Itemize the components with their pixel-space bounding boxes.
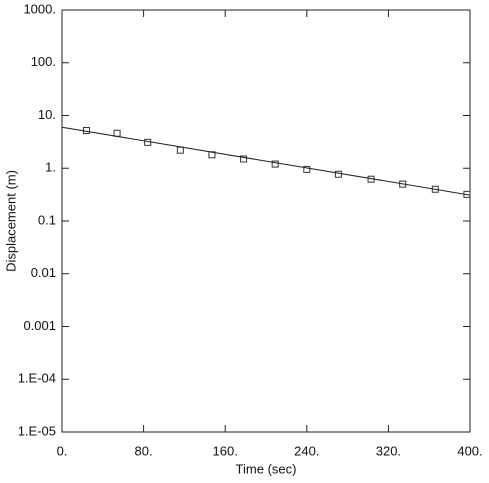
x-tick-label: 240. [294,443,319,458]
x-tick-label: 160. [213,443,238,458]
y-tick-label: 10. [38,107,56,122]
data-point [240,155,248,163]
fit-line [61,126,471,196]
y-tick-label: 1. [45,160,56,175]
data-point [176,146,184,154]
y-axis-label: Displacement (m) [3,170,18,272]
y-tick-label: 1000. [23,1,56,16]
data-point [113,129,121,137]
data-point [303,165,311,173]
data-point [144,138,152,146]
x-tick-label: 80. [135,443,153,458]
y-tick-label: 1.E-05 [18,423,56,438]
x-tick-label: 320. [376,443,401,458]
x-tick-label: 400. [457,443,482,458]
y-tick-label: 100. [31,54,56,69]
plot-frame [61,9,471,433]
y-tick-label: 0.001 [23,318,56,333]
data-point [271,160,279,168]
y-tick-label: 0.1 [38,212,56,227]
data-point [334,170,342,178]
y-tick-label: 0.01 [31,265,56,280]
x-tick-label: 0. [57,443,68,458]
x-axis-label: Time (sec) [236,461,297,476]
y-tick-label: 1.E-04 [18,371,56,386]
